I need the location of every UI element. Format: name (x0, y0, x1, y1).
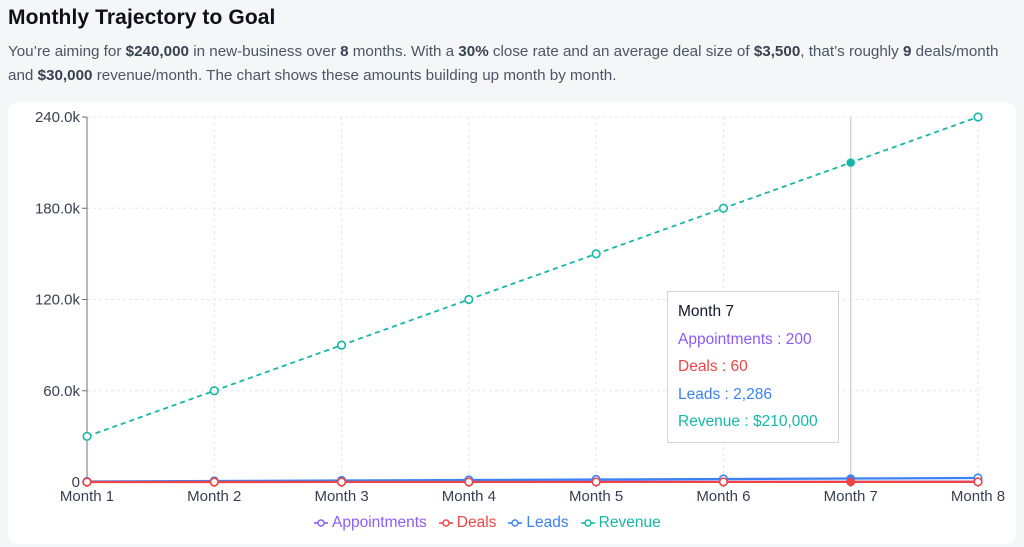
data-point-deals (973, 477, 983, 487)
summary-value: $240,000 (125, 43, 189, 60)
summary-text: months. With a (348, 43, 459, 60)
legend-item-deals[interactable]: Deals (438, 514, 497, 532)
summary-text: close rate and an average deal size of (488, 43, 754, 60)
tooltip-title: Month 7 (678, 303, 735, 320)
data-point-deals (464, 477, 474, 487)
series-line-revenue (86, 116, 979, 438)
legend-item-appointments[interactable]: Appointments (314, 514, 427, 532)
legend-label: Deals (456, 514, 497, 531)
summary-text: revenue/month. The chart shows these amo… (92, 67, 617, 84)
y-tick-label: 120.0k (35, 292, 81, 309)
tooltip-row-appointments: Appointments : 200 (678, 330, 812, 348)
data-point-revenue (464, 294, 474, 305)
legend-marker-dot (442, 519, 450, 527)
summary-value: 9 (902, 43, 912, 60)
data-point-deals (718, 477, 729, 487)
summary-text: deals/month and (8, 43, 999, 84)
summary-text: in new-business over (189, 43, 341, 60)
tooltip-row-deals: Deals : 60 (678, 358, 748, 375)
active-point-deals (846, 477, 856, 487)
y-tick-label: 0 (72, 474, 80, 491)
x-tick-label: Month 4 (442, 488, 496, 505)
legend-line-marker-icon (508, 519, 523, 527)
legend-label: Revenue (598, 514, 661, 531)
summary-text: , that’s roughly (800, 43, 903, 60)
legend-marker-dot (583, 519, 592, 527)
data-point-revenue (82, 431, 92, 441)
legend-item-revenue[interactable]: Revenue (580, 514, 661, 532)
chart-tooltip: Month 7 Appointments : 200 Deals : 60 Le… (667, 291, 839, 443)
summary-value: 8 (340, 43, 349, 60)
chart-card (8, 102, 1016, 544)
y-tick-label: 240.0k (35, 109, 81, 126)
y-tick-label: 60.0k (43, 383, 80, 400)
goal-summary-text: You’re aiming for $240,000 in new-busine… (8, 40, 1008, 88)
legend-item-leads[interactable]: Leads (508, 514, 569, 532)
data-point-deals (336, 477, 347, 487)
page-title: Monthly Trajectory to Goal (8, 6, 276, 29)
data-point-revenue (336, 340, 347, 350)
tooltip-row-leads: Leads : 2,286 (678, 385, 772, 403)
data-point-revenue (209, 386, 219, 396)
data-point-deals (591, 477, 601, 487)
x-tick-label: Month 6 (696, 488, 750, 505)
x-tick-label: Month 3 (314, 488, 368, 505)
x-tick-label: Month 7 (824, 488, 878, 505)
legend-line-marker-icon (314, 519, 328, 527)
summary-text: You’re aiming for (8, 43, 126, 60)
data-point-revenue (718, 203, 729, 213)
chart-legend: Appointments Deals Leads Revenue (314, 513, 673, 533)
summary-value: 30% (458, 43, 489, 60)
legend-marker-dot (317, 519, 325, 527)
data-point-revenue (591, 249, 601, 259)
x-tick-label: Month 2 (187, 488, 241, 505)
legend-label: Appointments (332, 514, 427, 531)
summary-value: $30,000 (37, 67, 93, 84)
data-point-revenue (973, 112, 983, 122)
tooltip-row-revenue: Revenue : $210,000 (678, 413, 818, 430)
data-point-deals (209, 477, 219, 487)
summary-value: $3,500 (753, 43, 801, 60)
data-point-deals (82, 477, 92, 487)
y-tick-label: 180.0k (35, 200, 81, 217)
x-tick-label: Month 5 (569, 488, 623, 505)
legend-line-marker-icon (580, 519, 595, 527)
x-tick-label: Month 8 (951, 488, 1005, 505)
active-point-revenue (846, 158, 856, 167)
legend-line-marker-icon (438, 519, 453, 527)
legend-label: Leads (526, 514, 569, 531)
x-tick-label: Month 1 (60, 488, 114, 505)
legend-marker-dot (511, 519, 520, 527)
